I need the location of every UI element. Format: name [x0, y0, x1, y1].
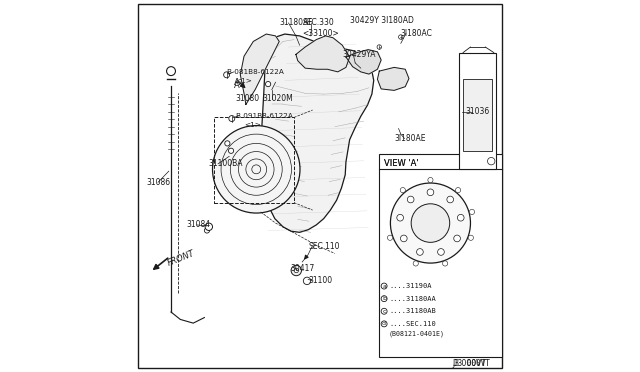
Text: VIEW 'A': VIEW 'A'	[384, 158, 419, 167]
Text: 31100: 31100	[308, 276, 332, 285]
Text: 31080: 31080	[236, 94, 260, 103]
Circle shape	[407, 196, 414, 203]
Circle shape	[400, 187, 405, 193]
Text: 30417: 30417	[291, 264, 315, 273]
Circle shape	[413, 261, 419, 266]
Text: ....31180AA: ....31180AA	[390, 296, 436, 302]
Text: ....SEC.110: ....SEC.110	[390, 321, 436, 327]
Text: B 091B8-6122A: B 091B8-6122A	[236, 113, 292, 119]
Text: 30429YA: 30429YA	[342, 50, 376, 59]
Circle shape	[469, 209, 475, 215]
Polygon shape	[240, 34, 279, 105]
Circle shape	[204, 228, 209, 233]
Circle shape	[397, 214, 403, 221]
Text: c: c	[382, 309, 386, 314]
Text: A: A	[234, 81, 240, 90]
Text: VIEW 'A': VIEW 'A'	[384, 158, 419, 167]
Text: <1>: <1>	[244, 122, 261, 128]
Polygon shape	[260, 34, 374, 232]
Circle shape	[458, 214, 464, 221]
Text: <33100>: <33100>	[302, 29, 339, 38]
Text: 31020M: 31020M	[262, 94, 293, 103]
Text: ....31180AB: ....31180AB	[390, 308, 436, 314]
Circle shape	[427, 189, 434, 196]
Text: SEC.330: SEC.330	[302, 19, 334, 28]
Circle shape	[225, 141, 230, 146]
Circle shape	[411, 204, 450, 242]
Circle shape	[401, 235, 407, 242]
Circle shape	[229, 116, 235, 122]
Text: J3 000VT: J3 000VT	[452, 359, 486, 368]
Text: ....31190A: ....31190A	[390, 283, 432, 289]
Circle shape	[377, 45, 381, 49]
Circle shape	[417, 248, 423, 255]
Bar	[214, 118, 294, 203]
Circle shape	[399, 35, 403, 39]
Text: d: d	[382, 321, 386, 326]
Circle shape	[212, 126, 300, 213]
Text: b: b	[382, 296, 386, 301]
Text: 3I180AC: 3I180AC	[401, 29, 433, 38]
Text: 31180AF: 31180AF	[279, 19, 313, 28]
Circle shape	[438, 248, 444, 255]
Text: (B08121-0401E): (B08121-0401E)	[389, 331, 445, 337]
Circle shape	[442, 261, 448, 266]
Polygon shape	[346, 49, 381, 74]
Text: SEC.110: SEC.110	[308, 242, 340, 251]
Circle shape	[488, 157, 495, 165]
Circle shape	[291, 265, 301, 276]
Text: J3 000VT: J3 000VT	[453, 359, 490, 368]
Circle shape	[468, 235, 474, 240]
Text: FRONT: FRONT	[166, 249, 196, 268]
Polygon shape	[296, 36, 349, 72]
Bar	[463, 78, 492, 151]
Circle shape	[294, 268, 298, 273]
Text: 30429Y 3I180AD: 30429Y 3I180AD	[350, 16, 414, 25]
Text: 31100BA: 31100BA	[209, 159, 243, 168]
Circle shape	[390, 183, 470, 263]
Circle shape	[228, 148, 234, 153]
Circle shape	[387, 235, 392, 240]
Text: <1>: <1>	[236, 78, 252, 84]
Text: A: A	[234, 78, 240, 87]
Text: a: a	[382, 283, 386, 289]
Circle shape	[303, 277, 311, 285]
Text: 31084: 31084	[187, 221, 211, 230]
Polygon shape	[378, 67, 409, 90]
Circle shape	[223, 72, 230, 78]
Text: B 081B8-6122A: B 081B8-6122A	[227, 69, 284, 75]
Circle shape	[456, 187, 461, 193]
Text: 31036: 31036	[465, 108, 490, 116]
Circle shape	[266, 81, 271, 87]
Bar	[378, 154, 502, 357]
Circle shape	[166, 67, 175, 76]
Bar	[460, 52, 495, 169]
Circle shape	[447, 196, 454, 203]
Text: 3I180AE: 3I180AE	[394, 134, 426, 143]
Circle shape	[428, 177, 433, 183]
Circle shape	[205, 223, 212, 231]
Text: 31086: 31086	[147, 178, 171, 187]
Circle shape	[454, 235, 460, 242]
